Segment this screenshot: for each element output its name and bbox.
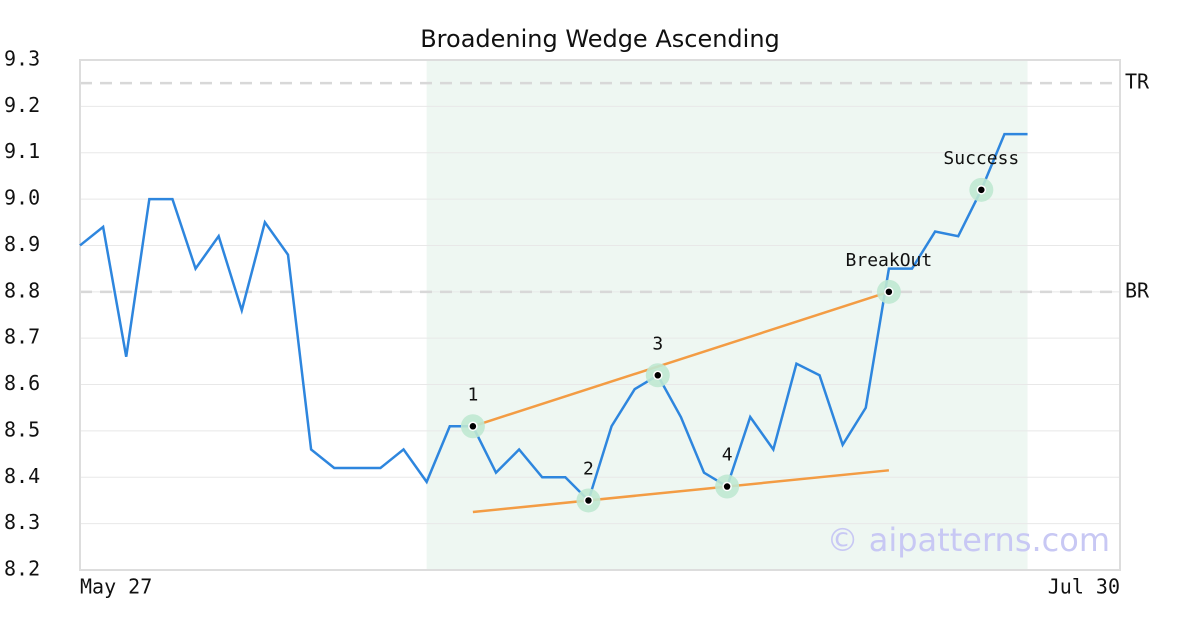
trend-line [472, 469, 890, 514]
y-tick-label: 8.3 [4, 510, 40, 534]
y-tick-label: 8.8 [4, 278, 40, 302]
point-label: 1 [467, 384, 478, 405]
y-tick-label: 8.4 [4, 464, 40, 488]
point-dot [976, 185, 987, 195]
y-tick-label: 8.5 [4, 417, 40, 441]
chart-title: Broadening Wedge Ascending [420, 25, 780, 53]
trend-line [472, 290, 890, 428]
watermark: © aipatterns.com [827, 521, 1110, 559]
y-tick-label: 8.9 [4, 232, 40, 256]
level-label: TR [1125, 70, 1150, 94]
y-tick-label: 9.3 [4, 47, 40, 71]
point-label: 4 [722, 445, 733, 466]
x-tick-label: Jul 30 [1048, 575, 1120, 599]
x-tick-label: May 27 [80, 575, 152, 599]
point-label: 2 [583, 458, 594, 479]
y-tick-label: 9.2 [4, 93, 40, 117]
point-dot [722, 481, 732, 492]
point-label: BreakOut [846, 250, 933, 271]
point-dot [583, 495, 594, 506]
y-tick-label: 8.6 [4, 371, 40, 395]
point-dot [468, 421, 478, 432]
y-tick-label: 9.0 [4, 186, 40, 210]
level-label: BR [1125, 278, 1150, 302]
point-dot [653, 370, 663, 381]
y-tick-label: 8.7 [4, 325, 40, 349]
point-dot [884, 287, 894, 297]
price-line [79, 132, 1028, 503]
plot-frame [79, 59, 1121, 571]
y-tick-label: 9.1 [4, 139, 40, 163]
y-tick-label: 8.2 [4, 557, 40, 581]
point-label: Success [943, 148, 1019, 169]
point-label: 3 [652, 333, 663, 354]
